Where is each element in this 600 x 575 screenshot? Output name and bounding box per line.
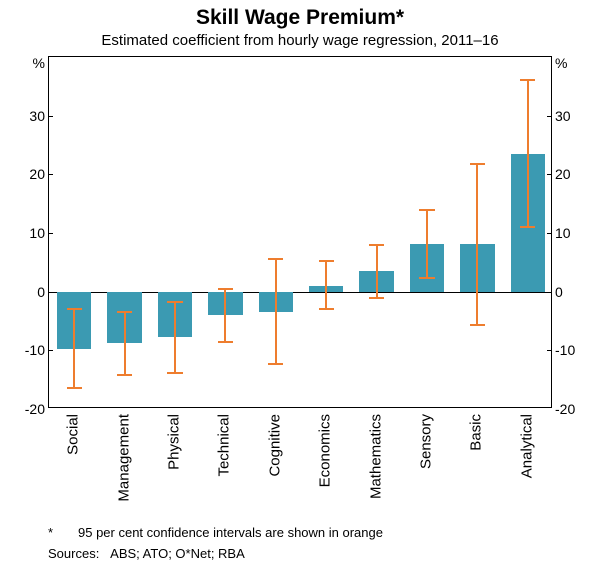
error-bar <box>527 80 529 227</box>
y-tick-label: 30 <box>551 108 571 124</box>
error-cap <box>218 341 233 343</box>
error-bar <box>224 289 226 341</box>
error-bar <box>174 302 176 372</box>
y-tick-label: 10 <box>29 225 49 241</box>
error-bar <box>426 210 428 279</box>
error-cap <box>167 372 182 374</box>
error-cap <box>167 301 182 303</box>
footnote: *95 per cent confidence intervals are sh… <box>48 525 383 540</box>
error-cap <box>218 288 233 290</box>
x-tick-label: Sensory <box>418 414 435 469</box>
error-cap <box>319 260 334 262</box>
error-bar <box>476 164 478 325</box>
error-cap <box>470 324 485 326</box>
y-tick-label: -20 <box>25 401 49 417</box>
error-cap <box>520 79 535 81</box>
chart-title: Skill Wage Premium* <box>0 6 600 30</box>
y-tick-label: 20 <box>551 166 571 182</box>
y-tick-label: 0 <box>551 284 563 300</box>
x-tick-label: Mathematics <box>367 414 384 499</box>
y-unit-left: % <box>33 55 49 71</box>
plot-area: % % -20-20-10-1000101020203030 <box>48 56 552 408</box>
error-bar <box>73 309 75 388</box>
y-tick-label: -20 <box>551 401 575 417</box>
error-cap <box>419 277 434 279</box>
error-cap <box>520 226 535 228</box>
error-cap <box>369 244 384 246</box>
error-cap <box>268 258 283 260</box>
error-cap <box>369 297 384 299</box>
x-tick-label: Management <box>115 414 132 502</box>
y-tick-label: 10 <box>551 225 571 241</box>
y-tick-label: -10 <box>551 342 575 358</box>
y-unit-right: % <box>551 55 567 71</box>
error-cap <box>117 374 132 376</box>
error-cap <box>67 387 82 389</box>
error-bar <box>124 312 126 375</box>
sources-label: Sources: <box>48 546 99 561</box>
x-tick-label: Basic <box>468 414 485 451</box>
error-cap <box>268 363 283 365</box>
error-cap <box>67 308 82 310</box>
chart-subtitle: Estimated coefficient from hourly wage r… <box>0 32 600 49</box>
chart-container: Skill Wage Premium* Estimated coefficien… <box>0 0 600 575</box>
x-tick-label: Analytical <box>518 414 535 478</box>
error-bar <box>325 261 327 309</box>
y-tick-label: 20 <box>29 166 49 182</box>
footnote-marker: * <box>48 525 78 540</box>
error-cap <box>319 308 334 310</box>
y-tick-label: 30 <box>29 108 49 124</box>
footnote-text: 95 per cent confidence intervals are sho… <box>78 525 383 540</box>
error-cap <box>117 311 132 313</box>
sources-text: ABS; ATO; O*Net; RBA <box>110 546 245 561</box>
sources: Sources: ABS; ATO; O*Net; RBA <box>48 546 245 561</box>
x-tick-label: Physical <box>166 414 183 470</box>
y-tick-label: -10 <box>25 342 49 358</box>
error-cap <box>419 209 434 211</box>
error-cap <box>470 163 485 165</box>
x-tick-label: Technical <box>216 414 233 477</box>
x-tick-label: Social <box>65 414 82 455</box>
x-tick-label: Economics <box>317 414 334 487</box>
x-tick-label: Cognitive <box>266 414 283 477</box>
error-bar <box>376 245 378 298</box>
error-bar <box>275 259 277 363</box>
